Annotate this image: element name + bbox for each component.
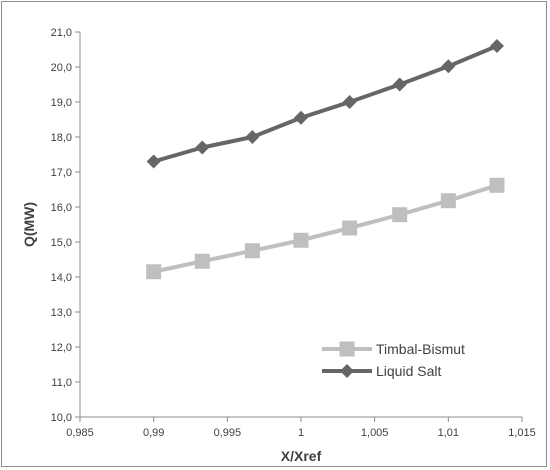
x-tick-label: 0,995 bbox=[214, 427, 242, 439]
legend: Timbal-Bismut Liquid Salt bbox=[322, 341, 465, 379]
y-tick-labels: 10,0 11,0 12,0 13,0 14,0 15,0 16,0 17,0 18,0 19,0… bbox=[51, 27, 72, 424]
series-timbal-bismut bbox=[146, 177, 505, 280]
y-tick-label: 13,0 bbox=[51, 307, 72, 319]
x-axis-title: X/Xref bbox=[281, 448, 322, 464]
x-tick-label: 0,99 bbox=[143, 427, 164, 439]
data-point-timbal-bismut bbox=[194, 253, 210, 269]
x-tick-label: 1,015 bbox=[508, 427, 536, 439]
data-point-timbal-bismut bbox=[392, 207, 408, 223]
data-point-liquid-salt bbox=[195, 140, 210, 155]
x-tick-labels: 0,985 0,99 0,995 1 1,005 1,01 1,015 bbox=[66, 427, 536, 439]
series-line-liquid-salt bbox=[153, 44, 498, 164]
y-tick-label: 17,0 bbox=[51, 167, 72, 179]
legend-marker-timbal-bismut bbox=[339, 341, 355, 357]
data-point-liquid-salt bbox=[392, 77, 407, 92]
data-point-liquid-salt bbox=[146, 154, 161, 169]
axes bbox=[75, 31, 523, 422]
series-layer bbox=[146, 39, 505, 280]
y-tick-label: 12,0 bbox=[51, 342, 72, 354]
legend-label: Liquid Salt bbox=[376, 363, 441, 379]
data-point-liquid-salt bbox=[245, 130, 260, 144]
y-tick-label: 18,0 bbox=[51, 132, 72, 144]
legend-label: Timbal-Bismut bbox=[376, 341, 465, 357]
data-point-liquid-salt bbox=[441, 59, 456, 74]
data-point-timbal-bismut bbox=[440, 193, 456, 209]
y-tick-label: 11,0 bbox=[51, 377, 72, 389]
data-point-liquid-salt bbox=[489, 39, 504, 53]
x-tick-label: 1,01 bbox=[438, 427, 459, 439]
data-point-timbal-bismut bbox=[146, 264, 162, 280]
data-point-timbal-bismut bbox=[489, 177, 505, 193]
data-point-liquid-salt bbox=[342, 95, 357, 109]
y-tick-label: 21,0 bbox=[51, 27, 72, 39]
series-line-timbal-bismut bbox=[153, 183, 498, 274]
x-tick-label: 0,985 bbox=[66, 427, 94, 439]
data-point-timbal-bismut bbox=[342, 220, 358, 236]
y-tick-label: 16,0 bbox=[51, 202, 72, 214]
data-point-timbal-bismut bbox=[293, 232, 309, 248]
legend-item-liquid-salt: Liquid Salt bbox=[322, 363, 441, 379]
legend-item-timbal-bismut: Timbal-Bismut bbox=[322, 341, 465, 357]
y-tick-label: 20,0 bbox=[51, 62, 72, 74]
y-axis-title: Q(MW) bbox=[21, 202, 37, 247]
data-point-timbal-bismut bbox=[244, 243, 260, 259]
y-tick-label: 10,0 bbox=[51, 412, 72, 424]
y-tick-label: 14,0 bbox=[51, 272, 72, 284]
x-tick-label: 1,005 bbox=[361, 427, 389, 439]
y-tick-label: 15,0 bbox=[51, 237, 72, 249]
data-point-liquid-salt bbox=[294, 110, 308, 125]
series-liquid-salt bbox=[146, 39, 504, 169]
y-tick-label: 19,0 bbox=[51, 97, 72, 109]
legend-marker-liquid-salt bbox=[340, 364, 354, 378]
x-tick-label: 1 bbox=[298, 427, 304, 439]
